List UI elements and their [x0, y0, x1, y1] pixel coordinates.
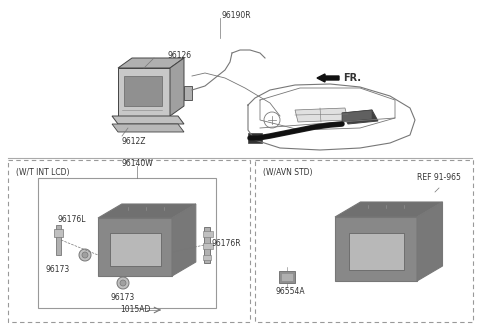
Text: REF 91-965: REF 91-965	[417, 174, 461, 182]
Bar	[184, 86, 192, 100]
Polygon shape	[317, 74, 339, 82]
Polygon shape	[342, 110, 378, 124]
Bar	[124, 76, 162, 106]
Polygon shape	[172, 204, 196, 276]
Bar	[279, 271, 295, 283]
Text: 96126: 96126	[168, 51, 192, 60]
Text: (W/T INT LCD): (W/T INT LCD)	[16, 168, 70, 177]
Circle shape	[117, 277, 129, 289]
Text: 96173: 96173	[46, 265, 70, 273]
Bar	[56, 225, 61, 255]
Bar	[204, 227, 210, 263]
Polygon shape	[295, 108, 348, 122]
Polygon shape	[112, 124, 184, 132]
Text: 96190R: 96190R	[221, 10, 251, 20]
Polygon shape	[417, 202, 443, 281]
Polygon shape	[118, 68, 170, 116]
Bar	[281, 273, 293, 281]
Polygon shape	[342, 110, 372, 122]
Bar	[349, 233, 404, 270]
Bar	[110, 233, 161, 266]
Bar	[38, 178, 216, 308]
Bar	[8, 160, 250, 322]
Bar	[203, 231, 213, 237]
Text: (W/AVN STD): (W/AVN STD)	[263, 168, 312, 177]
Text: 9612Z: 9612Z	[122, 137, 146, 146]
Text: 96176L: 96176L	[58, 215, 86, 223]
Bar	[54, 229, 63, 237]
Polygon shape	[335, 217, 417, 281]
Text: 96140W: 96140W	[121, 159, 153, 167]
Bar	[203, 243, 213, 249]
Text: FR.: FR.	[343, 73, 361, 83]
Text: 96554A: 96554A	[275, 286, 305, 296]
Text: 1015AD: 1015AD	[120, 305, 150, 315]
Polygon shape	[335, 202, 443, 217]
Polygon shape	[98, 204, 196, 218]
Polygon shape	[112, 116, 184, 124]
Circle shape	[79, 249, 91, 261]
Bar	[248, 133, 262, 143]
Polygon shape	[98, 218, 172, 276]
Text: 96173: 96173	[111, 292, 135, 301]
Text: 96176R: 96176R	[212, 238, 241, 248]
Bar	[203, 255, 211, 260]
Polygon shape	[118, 58, 184, 68]
Circle shape	[120, 280, 126, 286]
Bar	[255, 160, 473, 322]
Circle shape	[82, 252, 88, 258]
Polygon shape	[170, 58, 184, 116]
